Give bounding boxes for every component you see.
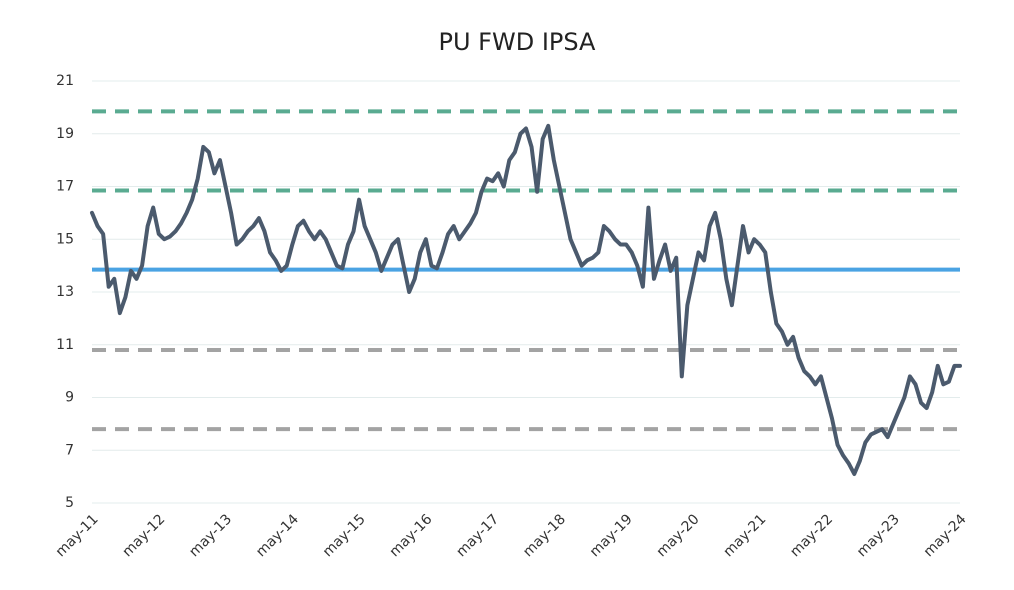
x-tick-label: may-17 bbox=[453, 511, 502, 560]
x-tick-label: may-18 bbox=[520, 511, 569, 560]
x-tick-label: may-21 bbox=[720, 511, 769, 560]
x-tick-label: may-24 bbox=[921, 511, 970, 560]
y-tick-label: 11 bbox=[56, 337, 74, 353]
chart-title: PU FWD IPSA bbox=[439, 28, 597, 56]
y-tick-label: 9 bbox=[65, 390, 74, 406]
x-tick-label: may-14 bbox=[253, 511, 302, 560]
x-tick-label: may-15 bbox=[320, 511, 369, 560]
y-tick-label: 15 bbox=[56, 231, 74, 247]
y-tick-label: 19 bbox=[56, 126, 74, 142]
y-tick-label: 7 bbox=[65, 442, 74, 458]
data-line bbox=[90, 123, 962, 476]
x-tick-label: may-16 bbox=[387, 511, 436, 560]
x-tick-label: may-19 bbox=[587, 511, 636, 560]
x-tick-label: may-11 bbox=[53, 511, 102, 560]
x-tick-label: may-20 bbox=[654, 511, 703, 560]
y-tick-label: 5 bbox=[65, 495, 74, 511]
x-tick-label: may-23 bbox=[854, 511, 903, 560]
x-tick-label: may-13 bbox=[186, 511, 235, 560]
y-tick-label: 17 bbox=[56, 179, 74, 195]
y-tick-label: 21 bbox=[56, 73, 74, 89]
x-tick-label: may-22 bbox=[787, 511, 836, 560]
y-tick-label: 13 bbox=[56, 284, 74, 300]
x-tick-label: may-12 bbox=[120, 511, 169, 560]
